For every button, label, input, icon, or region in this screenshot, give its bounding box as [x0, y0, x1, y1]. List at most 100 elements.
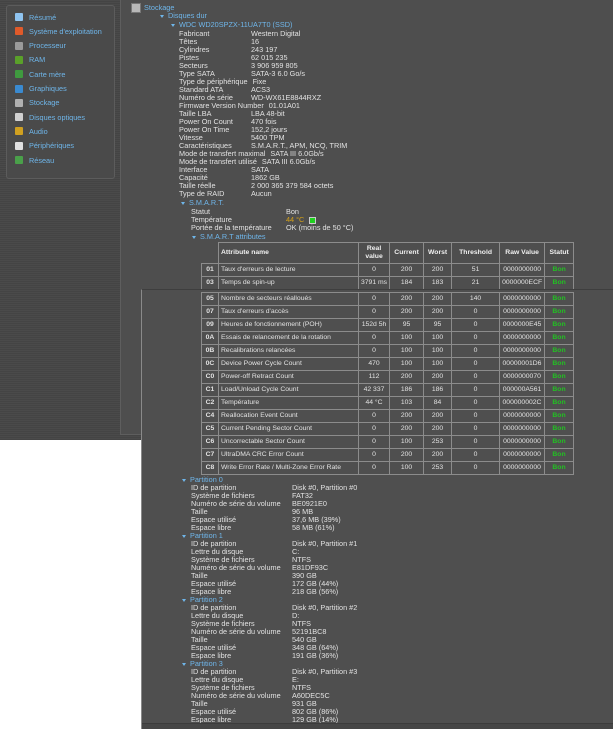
collapse-arrow-icon[interactable] — [182, 478, 186, 482]
sidebar-item-label: Stockage — [29, 98, 60, 108]
sidebar-item-8[interactable]: Audio — [15, 125, 48, 137]
property-value: 470 fois — [251, 117, 277, 126]
current: 200 — [389, 448, 424, 462]
property-label: Fabricant — [179, 29, 210, 38]
attribute-name: Uncorrectable Sector Count — [218, 435, 359, 449]
property-label: Taille — [191, 571, 208, 580]
collapse-arrow-icon[interactable] — [181, 201, 185, 205]
table-row: C5 Current Pending Sector Count 0 200 200 0 00… — [201, 422, 574, 436]
sidebar-item-6[interactable]: Stockage — [15, 97, 59, 109]
sidebar-item-5[interactable]: Graphiques — [15, 83, 67, 95]
sidebar-item-0[interactable]: Résumé — [15, 11, 56, 23]
collapse-arrow-icon[interactable] — [171, 23, 175, 27]
tree-node-hard-disks[interactable]: Disques dur — [160, 12, 207, 20]
tree-node-smart-attributes[interactable]: S.M.A.R.T attributes — [192, 233, 266, 241]
property-value: NTFS — [292, 555, 312, 564]
collapse-arrow-icon[interactable] — [182, 534, 186, 538]
tree-node-smart[interactable]: S.M.A.R.T. — [181, 199, 224, 207]
attribute-name: Heures de fonctionnement (POH) — [218, 318, 359, 332]
property-label: Numéro de série du volume — [191, 627, 281, 636]
table-row: C1 Load/Unload Cycle Count 42 337 186 186 0 00… — [201, 383, 574, 397]
property-label: Mode de transfert utilisé — [179, 157, 257, 166]
property-value: NTFS — [292, 619, 312, 628]
property-label: Système de fichiers — [191, 555, 255, 564]
column-header: Attribute name — [218, 242, 359, 264]
sidebar-item-2[interactable]: Processeur — [15, 40, 66, 52]
property-row: ID de partition Disk #0, Partition #3 — [191, 668, 357, 676]
current: 100 — [389, 461, 424, 475]
property-value: 931 GB — [292, 699, 317, 708]
property-row: Système de fichiers NTFS — [191, 620, 357, 628]
property-label: Espace utilisé — [191, 707, 237, 716]
tree-node-partition-0[interactable]: Partition 0 — [182, 476, 348, 484]
sidebar-item-7[interactable]: Disques optiques — [15, 111, 85, 123]
current: 200 — [389, 305, 424, 319]
property-row: Espace utilisé 37,6 MB (39%) — [191, 516, 357, 524]
sidebar-item-10[interactable]: Réseau — [15, 154, 54, 166]
property-value: OK (moins de 50 °C) — [286, 223, 354, 232]
property-value: C: — [292, 547, 300, 556]
tree-node-partition-1[interactable]: Partition 1 — [182, 532, 348, 540]
attribute-name: Reallocation Event Count — [218, 409, 359, 423]
property-label: Type de RAID — [179, 189, 225, 198]
worst: 95 — [423, 318, 452, 332]
real-value: 0 — [358, 331, 390, 345]
tree-node-label: Partition 1 — [190, 531, 223, 540]
property-value: Disk #0, Partition #1 — [292, 539, 358, 548]
property-value: ACS3 — [251, 85, 271, 94]
tree-node-disk[interactable]: WDC WD20SPZX-11UA7T0 (SSD) — [171, 21, 292, 29]
partition-properties: ID de partition Disk #0, Partition #0 Syst… — [191, 484, 357, 532]
collapse-arrow-icon[interactable] — [182, 598, 186, 602]
collapse-arrow-icon[interactable] — [160, 14, 164, 18]
table-header-row: Attribute name Real value Current Worst Thre… — [202, 242, 575, 264]
property-value: Fixe — [252, 77, 267, 86]
real-value: 0 — [358, 448, 390, 462]
worst: 200 — [423, 305, 452, 319]
property-value: 16 — [251, 37, 260, 46]
property-label: Type de périphérique — [179, 77, 248, 86]
tree-node-storage[interactable]: Stockage — [144, 3, 175, 12]
attribute-id: C8 — [201, 461, 219, 475]
attribute-id: C1 — [201, 383, 219, 397]
property-row: Espace utilisé 172 GB (44%) — [191, 580, 357, 588]
property-label: Espace libre — [191, 587, 232, 596]
threshold: 0 — [451, 344, 500, 358]
current: 200 — [389, 409, 424, 423]
disk-properties: Fabricant Western Digital Têtes 16 Cylindres… — [179, 30, 347, 198]
attribute-name: Taux d'erreurs de lecture — [218, 263, 359, 277]
property-label: Vitesse — [179, 133, 203, 142]
sidebar-item-4[interactable]: Carte mère — [15, 68, 66, 80]
worst: 200 — [423, 292, 452, 306]
collapse-arrow-icon[interactable] — [182, 662, 186, 666]
raw-value: 0000000000 — [499, 263, 546, 277]
tree-node-partition-3[interactable]: Partition 3 — [182, 660, 348, 668]
property-row: Taille LBA LBA 48-bit — [179, 110, 347, 118]
tree-node-partition-2[interactable]: Partition 2 — [182, 596, 348, 604]
attribute-name: Load/Unload Cycle Count — [218, 383, 359, 397]
table-row: C4 Reallocation Event Count 0 200 200 0 000000… — [201, 409, 574, 423]
table-row: C0 Power-off Retract Count 112 200 200 0 00000… — [201, 370, 574, 384]
sidebar-item-1[interactable]: Système d'exploitation — [15, 25, 102, 37]
attribute-id: C7 — [201, 448, 219, 462]
tree-node-label: S.M.A.R.T. — [189, 198, 224, 207]
collapse-arrow-icon[interactable] — [192, 235, 196, 239]
property-value: Disk #0, Partition #3 — [292, 667, 358, 676]
property-label: Numéro de série du volume — [191, 691, 281, 700]
property-value: 172 GB (44%) — [292, 579, 339, 588]
attribute-name: Power-off Retract Count — [218, 370, 359, 384]
property-value: 37,6 MB (39%) — [292, 515, 341, 524]
property-label: Capacité — [179, 173, 208, 182]
sidebar-item-3[interactable]: RAM — [15, 54, 45, 66]
sidebar-item-9[interactable]: Périphériques — [15, 140, 74, 152]
property-label: Mode de transfert maximal — [179, 149, 266, 158]
property-value: E: — [292, 675, 299, 684]
raw-value: 0000000000 — [499, 344, 545, 358]
property-value: 01.01A01 — [268, 101, 300, 110]
property-row: Numéro de série WD-WX61E8844RXZ — [179, 94, 347, 102]
raw-value: 000000002C — [499, 396, 545, 410]
property-row: ID de partition Disk #0, Partition #1 — [191, 540, 357, 548]
property-label: Espace utilisé — [191, 579, 237, 588]
worst: 100 — [423, 331, 452, 345]
raw-value: 0000000000 — [499, 448, 545, 462]
threshold: 0 — [451, 461, 500, 475]
